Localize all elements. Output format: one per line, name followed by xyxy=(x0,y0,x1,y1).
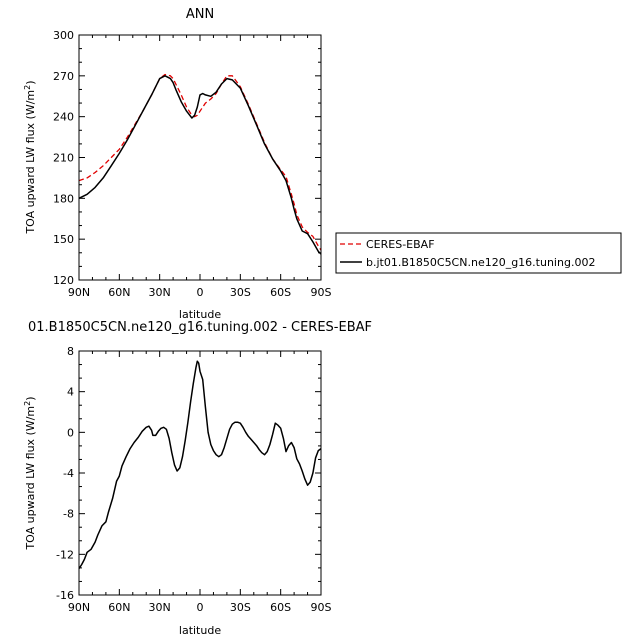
top-x-tick-label: 60S xyxy=(270,286,291,299)
bottom-panel-plot-frame xyxy=(78,350,322,596)
bottom-y-tick-label: -12 xyxy=(56,548,74,561)
bottom-y-tick-label: -8 xyxy=(63,508,74,521)
bottom-panel-title: 01.B1850C5CN.ne120_g16.tuning.002 - CERE… xyxy=(28,320,372,335)
top-y-tick-label: 210 xyxy=(53,152,74,165)
top-y-tick-label: 120 xyxy=(53,274,74,287)
bottom-x-tick-label: 90S xyxy=(311,601,332,614)
legend: CERES-EBAF b.jt01.B1850C5CN.ne120_g16.tu… xyxy=(335,232,622,274)
top-y-tick-label: 240 xyxy=(53,111,74,124)
top-y-tick-label: 180 xyxy=(53,192,74,205)
bottom-x-tick-label: 60N xyxy=(108,601,130,614)
bottom-x-tick-label: 90N xyxy=(68,601,90,614)
bottom-y-tick-label: 8 xyxy=(67,345,74,358)
top-series-line-1 xyxy=(78,75,322,255)
bottom-y-tick-label: -4 xyxy=(63,467,74,480)
top-y-tick-label: 300 xyxy=(53,29,74,42)
top-y-tick-label: 150 xyxy=(53,233,74,246)
bottom-panel: 01.B1850C5CN.ne120_g16.tuning.002 - CERE… xyxy=(23,320,372,637)
top-panel: ANN TOA upward LW flux (W/m2) latitude 1… xyxy=(23,7,332,321)
bottom-y-tick-label: -16 xyxy=(56,589,74,602)
top-x-tick-label: 90N xyxy=(68,286,90,299)
top-panel-x-axis-label: latitude xyxy=(179,308,221,321)
bottom-y-tick-label: 0 xyxy=(67,426,74,439)
top-panel-y-axis-label: TOA upward LW flux (W/m2) xyxy=(23,80,37,234)
top-y-tick-label: 270 xyxy=(53,70,74,83)
bottom-series-line-0 xyxy=(78,360,322,570)
legend-box xyxy=(335,232,622,274)
top-x-tick-label: 90S xyxy=(311,286,332,299)
top-x-tick-label: 30N xyxy=(149,286,171,299)
bottom-x-tick-label: 30S xyxy=(230,601,251,614)
bottom-x-tick-label: 30N xyxy=(149,601,171,614)
top-panel-plot-frame xyxy=(78,34,322,281)
bottom-panel-y-axis-label: TOA upward LW flux (W/m2) xyxy=(23,396,37,550)
top-panel-title: ANN xyxy=(186,7,214,22)
bottom-y-tick-label: 4 xyxy=(67,386,74,399)
bottom-x-tick-label: 60S xyxy=(270,601,291,614)
top-x-tick-label: 60N xyxy=(108,286,130,299)
bottom-x-tick-label: 0 xyxy=(197,601,204,614)
top-x-tick-label: 0 xyxy=(197,286,204,299)
top-x-tick-label: 30S xyxy=(230,286,251,299)
legend-label-ceres-ebaf: CERES-EBAF xyxy=(366,238,435,251)
legend-label-model: b.jt01.B1850C5CN.ne120_g16.tuning.002 xyxy=(366,256,595,269)
bottom-panel-x-axis-label: latitude xyxy=(179,624,221,637)
top-series-line-0 xyxy=(78,73,322,251)
